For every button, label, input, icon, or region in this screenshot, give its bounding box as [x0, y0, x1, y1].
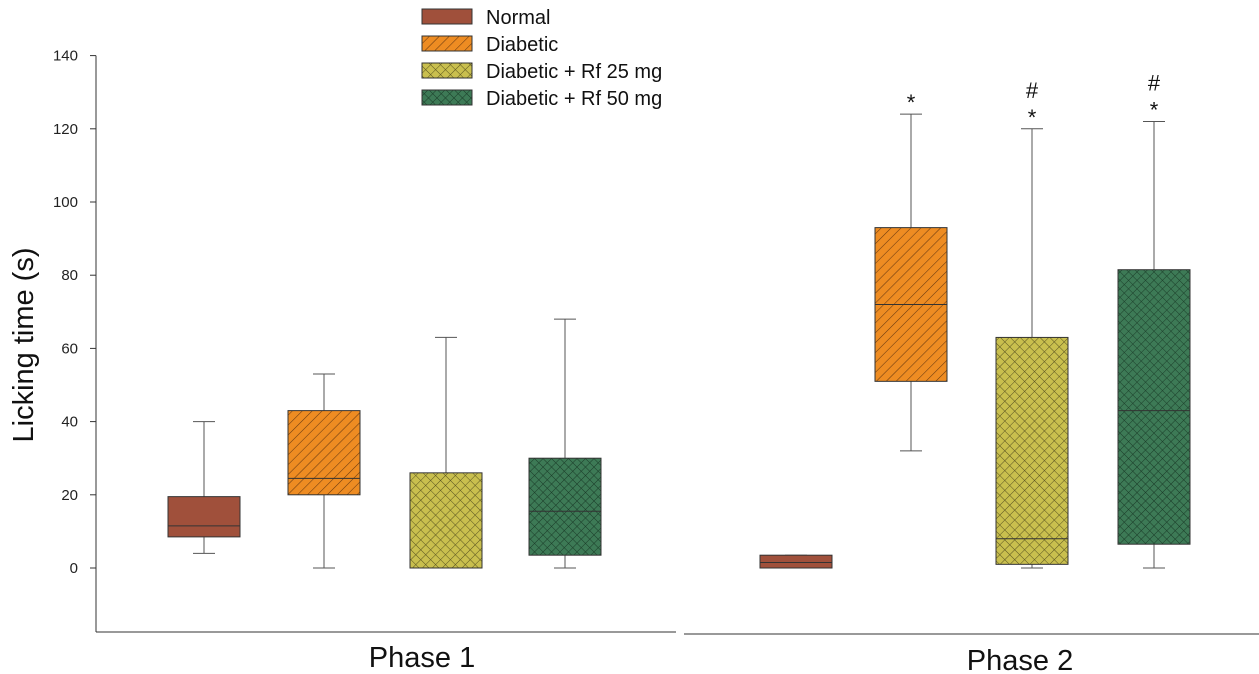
y-tick-label: 60: [61, 340, 78, 357]
legend-label: Normal: [486, 7, 550, 29]
box-p2-0: [759, 554, 833, 569]
legend-label: Diabetic: [486, 34, 558, 56]
legend-swatch: [421, 35, 473, 52]
box-p1-3: [528, 318, 602, 569]
box-iqr: [528, 457, 602, 556]
legend-swatch: [421, 62, 473, 79]
axes: 0 20 40 60 80 100 120 140 Licking time (s) Phase …: [8, 48, 1259, 674]
legend-label: Diabetic + Rf 50 mg: [486, 88, 662, 110]
box-p2-3: #*: [1117, 70, 1191, 569]
legend: Normal Diabetic Diabetic + Rf 25 mg Diabeti…: [421, 7, 662, 110]
box-iqr: [995, 336, 1069, 565]
legend-swatch: [421, 8, 473, 25]
significance-mark: *: [1028, 105, 1037, 130]
box-iqr: [409, 472, 483, 569]
y-tick-label: 140: [53, 48, 78, 65]
legend-swatch: [421, 89, 473, 106]
y-tick-label: 0: [70, 560, 78, 577]
box-iqr: [759, 554, 833, 569]
significance-mark: *: [907, 90, 916, 115]
y-tick-label: 100: [53, 194, 78, 211]
group-label: Phase 1: [369, 642, 475, 674]
box-iqr: [167, 496, 241, 538]
y-axis-title: Licking time (s): [8, 248, 40, 443]
boxes: * #*#*: [167, 70, 1191, 569]
group-label: Phase 2: [967, 645, 1073, 674]
box-p1-0: [167, 421, 241, 554]
box-p1-1: [287, 373, 361, 569]
box-iqr: [287, 410, 361, 496]
legend-label: Diabetic + Rf 25 mg: [486, 61, 662, 83]
y-tick-label: 120: [53, 121, 78, 138]
y-tick-label: 80: [61, 267, 78, 284]
box-p2-2: #*: [995, 78, 1069, 569]
box-p1-2: [409, 336, 483, 569]
significance-mark: #: [1026, 78, 1039, 103]
box-p2-1: *: [874, 90, 948, 452]
y-tick-label: 40: [61, 414, 78, 431]
significance-mark: *: [1150, 97, 1159, 122]
box-iqr: [1117, 269, 1191, 545]
significance-mark: #: [1148, 70, 1161, 95]
y-tick-label: 20: [61, 487, 78, 504]
